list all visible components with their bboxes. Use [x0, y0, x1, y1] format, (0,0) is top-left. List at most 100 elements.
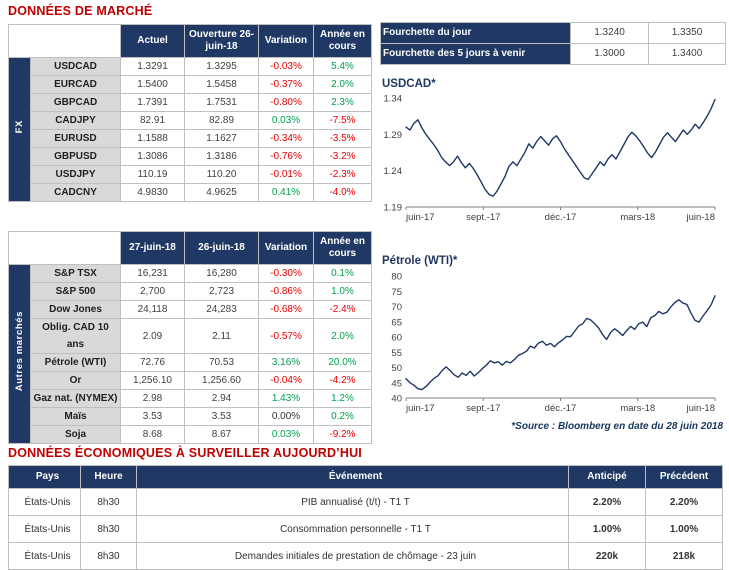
variation-value: 1.43%	[258, 389, 314, 408]
econ-row: États-Unis 8h30 Demandes initiales de pres…	[8, 542, 723, 570]
row-label: Oblig. CAD 10 ans	[30, 318, 121, 354]
value-open: 16,280	[184, 264, 259, 283]
y-tick-label: 1.34	[384, 94, 403, 105]
ytd-value: -3.2%	[313, 147, 372, 166]
value-open: 1,256.60	[184, 371, 259, 390]
y-tick-label: 60	[391, 333, 402, 344]
econ-calendar-table: Pays Heure Événement Anticipé Précédent État…	[8, 465, 723, 570]
ytd-value: 2.0%	[313, 318, 372, 354]
y-tick-label: 55	[391, 348, 402, 359]
y-tick-label: 1.29	[384, 130, 403, 141]
ytd-value: 2.3%	[313, 93, 372, 112]
fx-row: GBPUSD 1.3086 1.3186 -0.76% -3.2%	[9, 147, 372, 166]
value-open: 70.53	[184, 353, 259, 372]
value-current: 3.53	[120, 407, 185, 426]
value-current: 8.68	[120, 425, 185, 444]
column-header: 27-juin-18	[120, 231, 185, 265]
row-label: Dow Jones	[30, 300, 121, 319]
market-row: S&P 500 2,700 2,723 -0.86% 1.0%	[9, 282, 372, 301]
row-label: USDJPY	[30, 165, 121, 184]
variation-value: -0.37%	[258, 75, 314, 94]
range-row: Fourchette du jour 1.3240 1.3350	[380, 22, 726, 44]
column-header: Année en cours	[313, 231, 372, 265]
variation-value: -0.04%	[258, 371, 314, 390]
previous-cell: 2.20%	[645, 488, 723, 516]
ytd-value: -3.5%	[313, 129, 372, 148]
time-cell: 8h30	[80, 542, 137, 570]
value-current: 72.76	[120, 353, 185, 372]
event-cell: Consommation personnelle - T1 T	[136, 515, 569, 543]
fx-row: FX USDCAD 1.3291 1.3295 -0.03% 5.4%	[8, 57, 372, 202]
country-cell: États-Unis	[8, 488, 81, 516]
value-current: 1.5400	[120, 75, 185, 94]
market-row: Maïs 3.53 3.53 0.00% 0.2%	[9, 407, 372, 426]
y-tick-label: 80	[391, 272, 402, 283]
column-header: Événement	[136, 465, 569, 489]
variation-value: -0.76%	[258, 147, 314, 166]
ytd-value: 0.1%	[313, 264, 372, 283]
corner-spacer	[8, 231, 121, 265]
ytd-value: -4.2%	[313, 371, 372, 390]
row-label: EURCAD	[30, 75, 121, 94]
variation-value: 0.03%	[258, 425, 314, 444]
usdcad-chart: 1.19 1.24 1.29 1.34 juin-17 sept.-17 déc.-17 ma…	[384, 94, 716, 223]
variation-value: -0.57%	[258, 318, 314, 354]
row-label: Pétrole (WTI)	[30, 353, 121, 372]
variation-value: -0.34%	[258, 129, 314, 148]
market-row: Gaz nat. (NYMEX) 2.98 2.94 1.43% 1.2%	[9, 389, 372, 408]
column-header: Pays	[8, 465, 81, 489]
range-high: 1.3350	[648, 22, 726, 44]
column-header: Heure	[80, 465, 137, 489]
row-label: Maïs	[30, 407, 121, 426]
variation-value: 3.16%	[258, 353, 314, 372]
side-band: FX	[8, 57, 31, 202]
value-open: 82.89	[184, 111, 259, 130]
anticipated-cell: 220k	[568, 542, 646, 570]
country-cell: États-Unis	[8, 515, 81, 543]
y-tick-label: 75	[391, 287, 402, 298]
value-open: 1.3295	[184, 57, 259, 76]
row-label: Soja	[30, 425, 121, 444]
other-markets-table-head: 27-juin-18 26-juin-18 Variation Année en co…	[8, 231, 372, 265]
x-tick-label: juin-18	[685, 403, 715, 414]
variation-value: -0.01%	[258, 165, 314, 184]
wti-chart: 40 45 50 55 60 65 70 75 80 juin-17 sept.-17 déc.-17…	[391, 272, 716, 414]
side-band: Autres marchés	[8, 264, 31, 444]
value-current: 4.9830	[120, 183, 185, 202]
range-label: Fourchette du jour	[380, 22, 571, 44]
market-row: Dow Jones 24,118 24,283 -0.68% -2.4%	[9, 300, 372, 319]
x-tick-label: sept.-17	[466, 403, 500, 414]
ytd-value: -2.4%	[313, 300, 372, 319]
corner-spacer	[8, 24, 121, 58]
y-tick-label: 45	[391, 378, 402, 389]
value-current: 1.3086	[120, 147, 185, 166]
column-header: Ouverture 26-juin-18	[184, 24, 259, 58]
row-label: Or	[30, 371, 121, 390]
y-tick-label: 70	[391, 302, 402, 313]
ranges-table-body: Fourchette du jour 1.3240 1.3350 Fourchette…	[380, 22, 726, 65]
market-row: Autres marchés S&P TSX 16,231 16,280 -0.30% 0…	[8, 264, 372, 444]
column-header: Année en cours	[313, 24, 372, 58]
fx-row: CADCNY 4.9830 4.9625 0.41% -4.0%	[9, 183, 372, 202]
side-band-label: FX	[14, 119, 25, 134]
ytd-value: 2.0%	[313, 75, 372, 94]
fx-row: GBPCAD 1.7391 1.7531 -0.80% 2.3%	[9, 93, 372, 112]
source-note: *Source : Bloomberg en date du 28 juin 2…	[511, 421, 723, 432]
x-tick-label: sept.-17	[466, 212, 500, 223]
variation-value: -0.68%	[258, 300, 314, 319]
ytd-value: -7.5%	[313, 111, 372, 130]
value-current: 2,700	[120, 282, 185, 301]
ranges-table: Fourchette du jour 1.3240 1.3350 Fourchette…	[380, 22, 726, 65]
value-current: 1.7391	[120, 93, 185, 112]
fx-row: USDJPY 110.19 110.20 -0.01% -2.3%	[9, 165, 372, 184]
value-current: 1.1588	[120, 129, 185, 148]
fx-table-head: Actuel Ouverture 26-juin-18 Variation Année…	[8, 24, 372, 58]
other-markets-table: 27-juin-18 26-juin-18 Variation Année en co…	[8, 231, 372, 444]
variation-value: -0.03%	[258, 57, 314, 76]
fx-table: Actuel Ouverture 26-juin-18 Variation Année…	[8, 24, 372, 202]
row-label: S&P TSX	[30, 264, 121, 283]
value-open: 2.11	[184, 318, 259, 354]
previous-cell: 218k	[645, 542, 723, 570]
column-header: 26-juin-18	[184, 231, 259, 265]
